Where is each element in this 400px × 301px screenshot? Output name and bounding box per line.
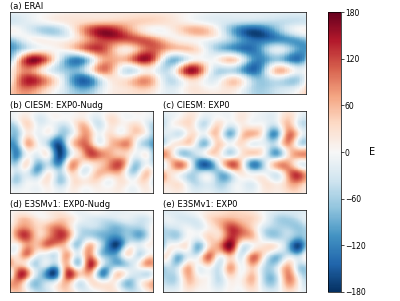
- Text: (c) CIESM: EXP0: (c) CIESM: EXP0: [163, 101, 230, 110]
- Text: (a) ERAI: (a) ERAI: [10, 2, 43, 11]
- Text: (d) E3SMv1: EXP0-Nudg: (d) E3SMv1: EXP0-Nudg: [10, 200, 110, 209]
- Text: (e) E3SMv1: EXP0: (e) E3SMv1: EXP0: [163, 200, 238, 209]
- Text: (b) CIESM: EXP0-Nudg: (b) CIESM: EXP0-Nudg: [10, 101, 103, 110]
- Text: E: E: [369, 147, 375, 157]
